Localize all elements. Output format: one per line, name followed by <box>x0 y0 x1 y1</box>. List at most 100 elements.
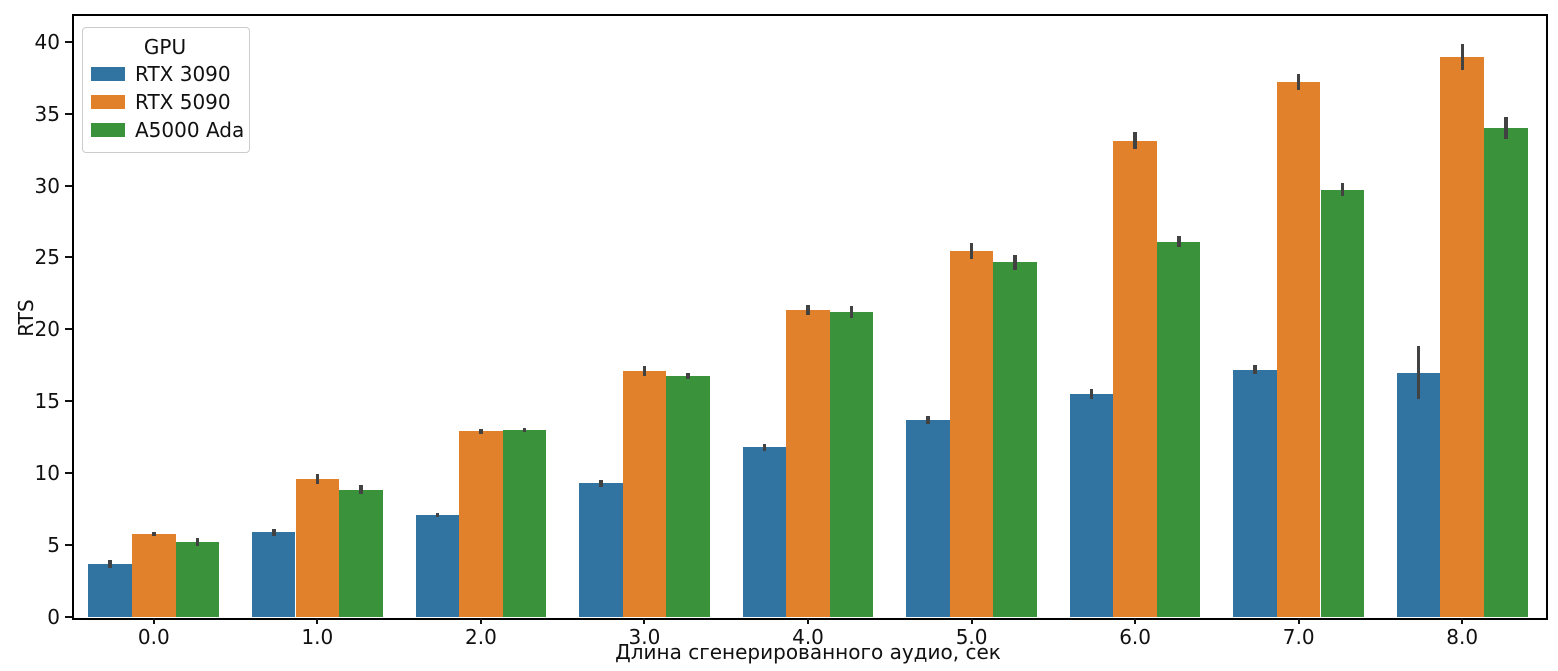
error-bar <box>926 415 930 425</box>
y-tick-label: 25 <box>34 245 60 270</box>
x-tick-label: 4.0 <box>792 625 824 649</box>
bar <box>993 262 1037 617</box>
bar <box>579 483 623 617</box>
error-bar <box>1253 365 1257 374</box>
bar <box>88 563 132 617</box>
error-bar <box>479 428 483 435</box>
x-tick-label: 2.0 <box>464 625 497 649</box>
x-tick-label: 8.0 <box>1446 625 1479 649</box>
error-bar <box>152 532 156 537</box>
error-bar <box>1504 117 1508 139</box>
bar <box>1276 81 1321 617</box>
error-bar <box>359 485 363 494</box>
x-tick-mark <box>152 618 155 624</box>
bar <box>666 376 710 617</box>
error-bar <box>762 443 767 451</box>
legend-label-rtx-5090: RTX 5090 <box>135 90 231 114</box>
legend-item-rtx-5090: RTX 5090 <box>91 88 239 116</box>
bar <box>295 478 340 617</box>
legend-swatch-rtx-3090-icon <box>91 67 125 81</box>
bar <box>1113 140 1157 617</box>
y-tick-label: 5 <box>47 533 60 558</box>
y-tick-label: 20 <box>34 317 60 342</box>
bar <box>339 489 383 617</box>
bar <box>786 309 830 617</box>
y-tick-mark <box>65 40 72 43</box>
y-tick-mark <box>65 544 72 547</box>
error-bar <box>969 243 974 259</box>
y-tick-label: 40 <box>34 29 60 54</box>
bar <box>132 534 176 617</box>
x-axis-label: Длина сгенерированного аудио, сек <box>615 640 1001 664</box>
x-tick-mark <box>1134 618 1137 624</box>
y-tick-mark <box>65 328 72 331</box>
error-bar <box>686 373 690 379</box>
legend-swatch-a5000-ada-icon <box>91 123 125 137</box>
bar <box>1320 189 1365 617</box>
bar <box>622 371 667 617</box>
x-tick-mark <box>807 618 809 624</box>
y-tick-mark <box>65 184 72 187</box>
error-bar <box>1133 132 1137 150</box>
x-tick-mark <box>643 618 646 624</box>
y-tick-mark <box>65 616 72 618</box>
x-tick-label: 7.0 <box>1282 625 1315 649</box>
x-tick-label: 6.0 <box>1119 625 1151 649</box>
legend-swatch-rtx-5090-icon <box>91 95 125 109</box>
error-bar <box>599 479 603 487</box>
y-tick-label: 0 <box>47 605 60 629</box>
error-bar <box>272 528 276 536</box>
legend-item-a5000-ada: A5000 Ada <box>91 116 244 144</box>
bar <box>251 532 296 617</box>
x-tick-mark <box>316 618 319 624</box>
error-bar <box>1089 389 1094 400</box>
error-bar <box>849 305 854 319</box>
x-tick-mark <box>1461 618 1464 624</box>
error-bar <box>806 304 810 315</box>
x-tick-mark <box>479 618 482 624</box>
x-tick-mark <box>970 618 973 624</box>
x-tick-mark <box>1297 618 1300 624</box>
error-bar <box>315 473 320 484</box>
x-tick-label: 1.0 <box>301 625 334 649</box>
error-bar <box>1013 254 1017 271</box>
bar <box>742 447 787 617</box>
legend: GPU RTX 3090 RTX 5090 A5000 Ada <box>82 27 250 153</box>
y-tick-label: 35 <box>34 101 60 126</box>
bar <box>1440 56 1484 617</box>
y-tick-label: 30 <box>34 173 60 198</box>
legend-item-rtx-3090: RTX 3090 <box>91 60 239 88</box>
bar <box>1156 241 1201 617</box>
error-bar <box>108 559 112 569</box>
y-tick-mark <box>65 112 72 115</box>
error-bar <box>642 366 647 377</box>
y-tick-mark <box>65 400 72 403</box>
x-tick-label: 0.0 <box>137 625 170 649</box>
y-tick-mark <box>65 256 72 259</box>
error-bar <box>195 537 200 547</box>
error-bar <box>1460 43 1464 70</box>
y-axis-label: RTS <box>14 299 38 337</box>
bar <box>1484 127 1528 617</box>
error-bar <box>435 512 439 517</box>
bar <box>1069 394 1114 617</box>
legend-label-a5000-ada: A5000 Ada <box>135 118 245 142</box>
error-bar <box>1177 235 1181 248</box>
error-bar <box>1296 74 1301 90</box>
bar <box>829 312 874 617</box>
bar <box>502 430 547 617</box>
y-tick-mark <box>65 472 72 475</box>
bar <box>175 542 220 617</box>
x-tick-label: 3.0 <box>628 625 661 649</box>
bar <box>1396 372 1441 617</box>
bar <box>906 419 950 617</box>
bar <box>415 514 460 617</box>
bar <box>459 431 503 617</box>
bar <box>949 250 994 617</box>
x-tick-label: 5.0 <box>955 625 988 649</box>
error-bar <box>522 427 527 433</box>
legend-title: GPU <box>143 35 187 59</box>
bar <box>1233 369 1277 617</box>
y-tick-label: 15 <box>34 389 60 414</box>
